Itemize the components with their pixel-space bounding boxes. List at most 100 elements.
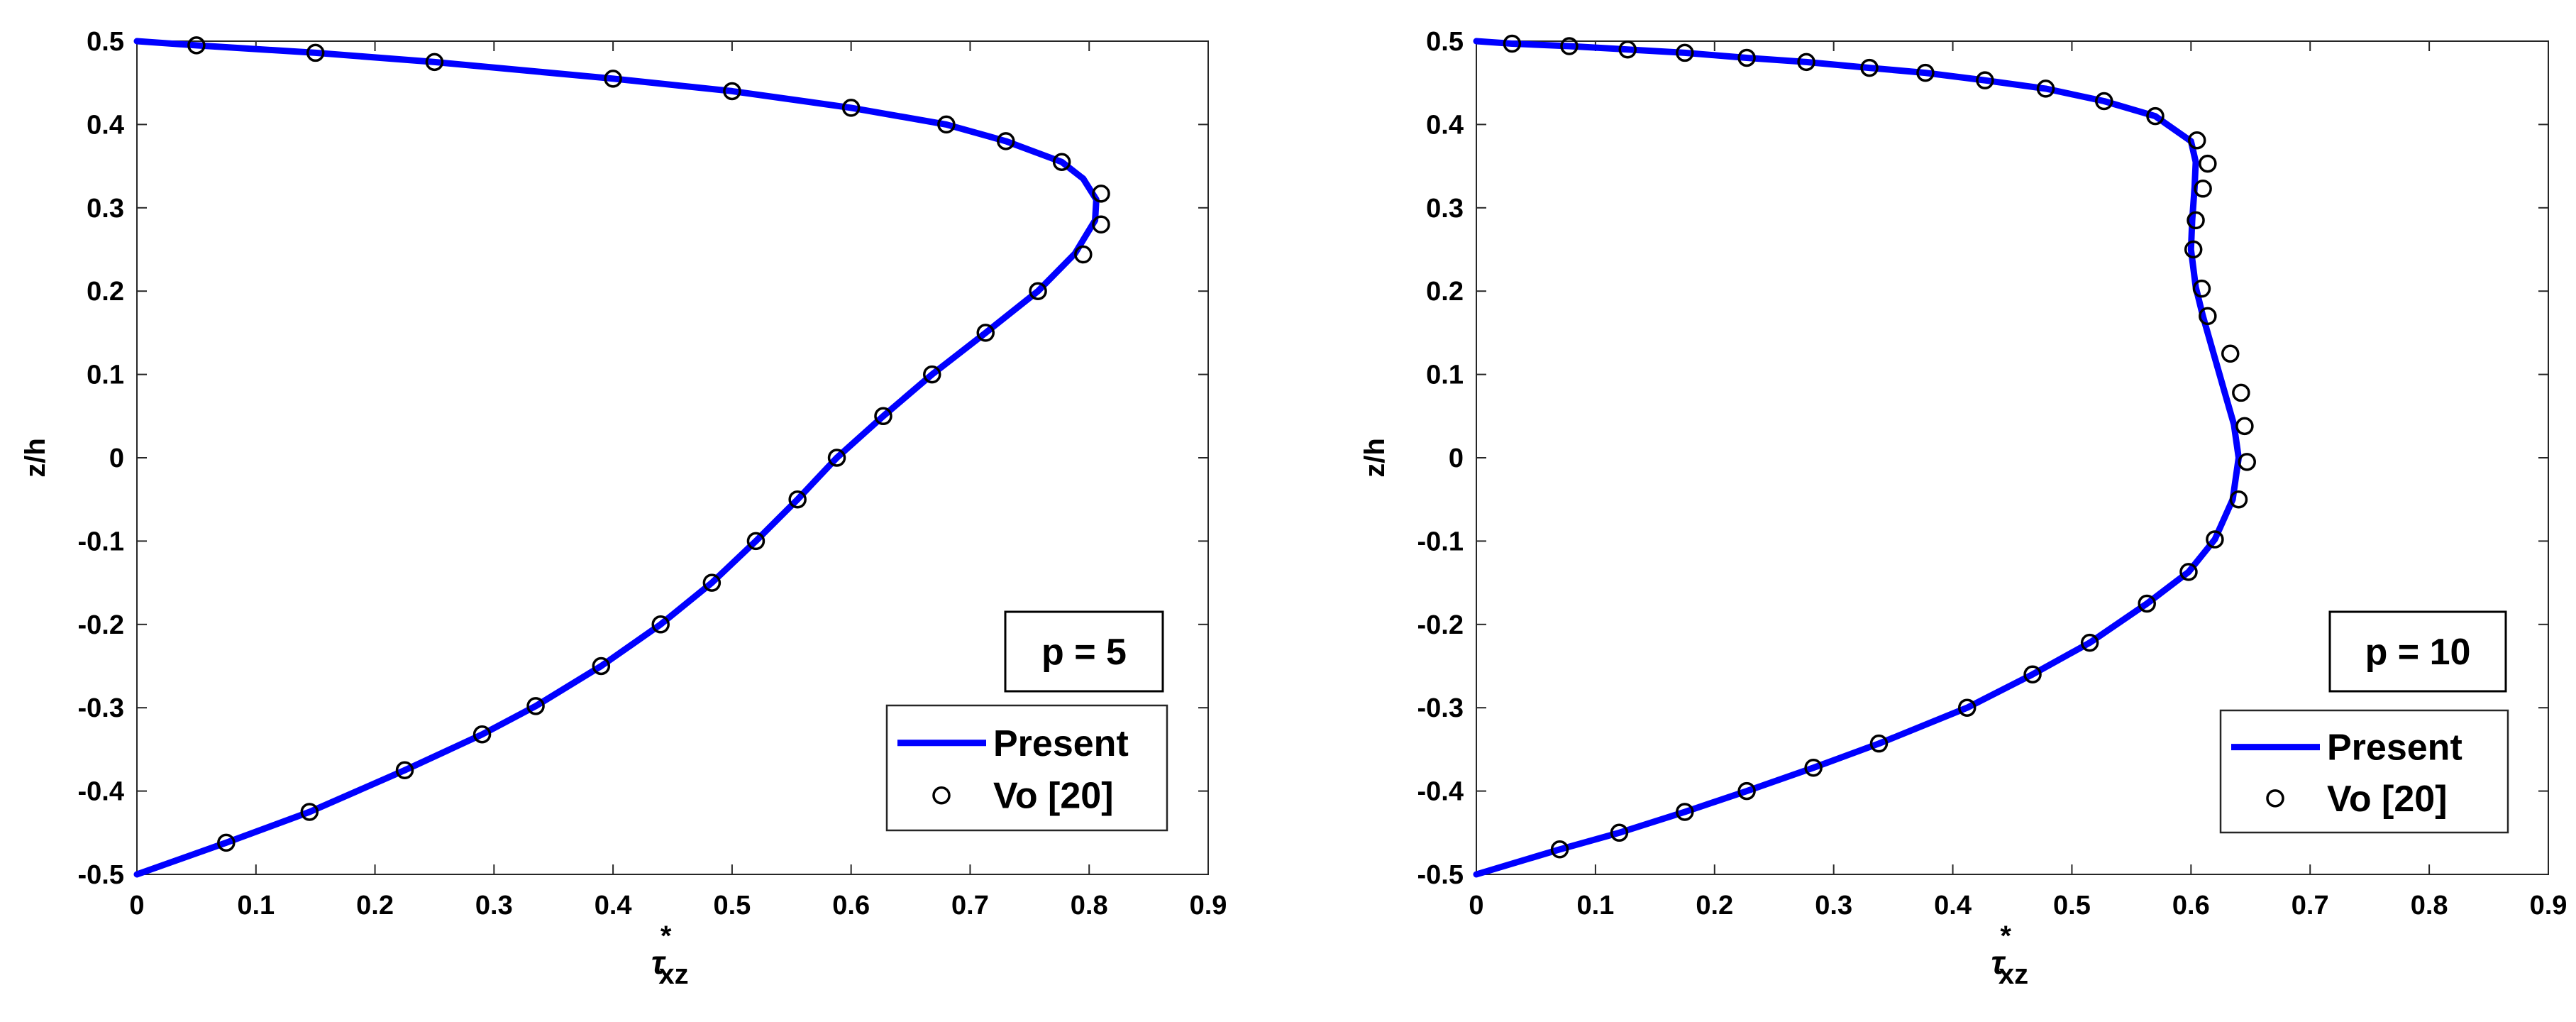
data-marker-vo [300, 803, 319, 821]
data-marker-vo [1976, 71, 1994, 89]
legend-marker-vo [2266, 789, 2284, 808]
x-tick-label: 0.7 [2292, 891, 2329, 921]
data-marker-vo [2036, 79, 2055, 98]
data-marker-vo [1074, 245, 1093, 264]
y-tick-label: -0.3 [1417, 693, 1464, 723]
data-marker-vo [1957, 698, 1977, 717]
data-marker-vo [1737, 781, 1756, 801]
y-tick-label: -0.5 [1417, 860, 1464, 890]
x-tick-label: 0.9 [2530, 891, 2567, 921]
x-tick-label: 0.9 [1190, 891, 1227, 921]
x-axis-label-subscript: xz [1999, 959, 2028, 990]
x-tick-label: 0.6 [832, 891, 870, 921]
y-tick-label: 0.5 [87, 27, 124, 57]
data-marker-vo [2184, 240, 2203, 259]
data-marker-vo [1860, 58, 1879, 77]
data-marker-vo [2232, 383, 2250, 402]
x-tick-label: 0.1 [1576, 891, 1614, 921]
data-marker-vo [1676, 43, 1694, 62]
data-marker-vo [1029, 282, 1047, 300]
x-tick-label: 0.8 [1071, 891, 1108, 921]
x-tick-label: 0.6 [2172, 891, 2210, 921]
chart-panel-1: 0 0.1 0.2 0.3 0.4 0.5 0.6 0.7 0.8 0.9 -0.5 -0.4 -0.3… [20, 27, 1227, 990]
y-tick-label: -0.5 [78, 860, 124, 890]
data-marker-vo [827, 449, 846, 467]
legend-box [885, 704, 1168, 832]
data-marker-vo [1550, 840, 1569, 859]
annotation-box [1004, 610, 1164, 693]
data-marker-vo [651, 615, 670, 634]
data-marker-vo [1676, 803, 1694, 821]
data-marker-vo [2199, 154, 2217, 173]
data-marker-vo [997, 132, 1015, 150]
x-tick-label: 0.3 [1815, 891, 1852, 921]
data-marker-vo [217, 833, 236, 852]
x-axis-label-superscript: * [660, 921, 672, 952]
x-tick-label: 0 [129, 891, 144, 921]
y-tick-label: 0.1 [1426, 361, 1464, 390]
chart-panel-2: 0 0.1 0.2 0.3 0.4 0.5 0.6 0.7 0.8 0.9 -0.5 -0.4 -0.3… [1359, 27, 2567, 990]
data-marker-vo [2206, 530, 2224, 549]
y-axis-label: z/h [1359, 438, 1391, 478]
y-tick-label: -0.1 [1417, 527, 1464, 556]
data-marker-vo [604, 70, 622, 88]
series-line-present [1473, 38, 2242, 878]
data-marker-vo [746, 532, 765, 551]
data-marker-vo [2192, 279, 2211, 298]
y-tick-label: -0.3 [78, 693, 124, 723]
y-tick-label: 0.2 [87, 277, 124, 307]
x-tick-label: 0.1 [237, 891, 275, 921]
x-axis-label-subscript: xz [658, 959, 688, 990]
y-tick-label: 0.5 [1426, 27, 1464, 57]
data-marker-vo [2095, 92, 2113, 111]
y-tick-label: -0.2 [78, 610, 124, 640]
data-marker-vo [1618, 40, 1637, 59]
y-tick-label: 0.3 [87, 194, 124, 224]
data-marker-vo [841, 99, 861, 117]
x-axis-label-symbol: τ [651, 944, 666, 981]
series-line-present [133, 38, 1100, 878]
x-tick-label: 0.2 [356, 891, 394, 921]
legend-label-present: Present [993, 723, 1129, 764]
data-marker-vo [1610, 823, 1629, 842]
x-tick-label: 0.5 [2053, 891, 2091, 921]
legend-box [2219, 709, 2509, 834]
x-axis-label: τ* xz [1991, 921, 2029, 990]
y-tick-label: 0.2 [1426, 277, 1464, 307]
x-tick-label: 0.4 [1934, 891, 1972, 921]
data-marker-vo [2179, 563, 2198, 581]
legend-label-vo: Vo [20] [2327, 779, 2448, 820]
data-marker-vo [1797, 53, 1815, 72]
annotation-label: p = 10 [2365, 632, 2471, 673]
annotation-label: p = 5 [1041, 632, 1127, 673]
x-axis-label-symbol: τ [1991, 944, 2006, 981]
data-marker-vo [2238, 453, 2256, 471]
data-marker-vo [1869, 734, 1889, 753]
data-marker-vo [2194, 180, 2212, 198]
data-marker-vo [788, 490, 807, 509]
y-tick-label: -0.4 [78, 777, 124, 807]
data-marker-vo [1503, 34, 1522, 53]
data-marker-vo [425, 53, 444, 72]
x-axis-label-superscript: * [2000, 921, 2011, 952]
data-marker-vo [976, 324, 995, 342]
data-marker-vo [187, 36, 206, 55]
data-marker-vo [2235, 417, 2254, 436]
data-marker-vo [723, 82, 741, 101]
x-tick-label: 0.7 [951, 891, 989, 921]
data-marker-vo [702, 573, 722, 592]
data-marker-vo [1737, 48, 1756, 67]
data-marker-vo [937, 115, 956, 134]
legend-label-present: Present [2327, 727, 2462, 769]
data-marker-vo [2187, 131, 2206, 150]
data-marker-vo [1804, 758, 1823, 777]
legend-label-vo: Vo [20] [993, 776, 1114, 817]
y-tick-label: 0.3 [1426, 194, 1464, 224]
legend-marker-vo [932, 786, 951, 805]
data-marker-vo [2023, 665, 2042, 683]
data-marker-vo [1092, 215, 1110, 234]
y-tick-label: -0.1 [78, 527, 124, 556]
data-marker-vo [2146, 106, 2165, 126]
data-marker-vo [1916, 63, 1935, 82]
